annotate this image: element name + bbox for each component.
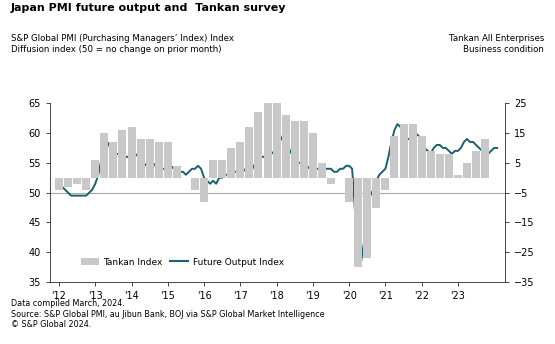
Bar	[445, 154, 453, 178]
Bar	[55, 178, 63, 190]
Bar	[236, 142, 244, 178]
Bar	[345, 178, 353, 202]
Bar	[463, 163, 471, 178]
Bar	[481, 139, 489, 178]
Legend: Tankan Index, Future Output Index: Tankan Index, Future Output Index	[77, 254, 287, 270]
Bar	[164, 142, 172, 178]
Bar	[391, 136, 398, 178]
Bar	[91, 160, 99, 178]
Bar	[218, 160, 226, 178]
Bar	[282, 115, 290, 178]
Bar	[472, 151, 480, 178]
Bar	[427, 151, 435, 178]
Text: Japan PMI future output and  Tankan survey: Japan PMI future output and Tankan surve…	[11, 3, 286, 13]
Bar	[264, 103, 271, 178]
Bar	[408, 124, 417, 178]
Bar	[82, 178, 90, 190]
Bar	[245, 127, 254, 178]
Bar	[128, 127, 135, 178]
Text: S&P Global PMI (Purchasing Managers’ Index) Index
Diffusion index (50 = no chang: S&P Global PMI (Purchasing Managers’ Ind…	[11, 34, 234, 54]
Text: Data compiled March, 2024.
Source: S&P Global PMI, au Jibun Bank, BOJ via S&P Gl: Data compiled March, 2024. Source: S&P G…	[11, 299, 325, 329]
Bar	[209, 160, 217, 178]
Bar	[381, 178, 390, 190]
Bar	[155, 142, 163, 178]
Bar	[64, 178, 72, 187]
Bar	[300, 121, 308, 178]
Bar	[100, 133, 108, 178]
Bar	[372, 178, 380, 207]
Text: Tankan All Enterprises
Business condition: Tankan All Enterprises Business conditio…	[448, 34, 544, 54]
Bar	[73, 178, 81, 184]
Bar	[327, 178, 335, 184]
Bar	[255, 112, 263, 178]
Bar	[354, 178, 362, 267]
Bar	[318, 163, 326, 178]
Bar	[400, 124, 407, 178]
Bar	[200, 178, 208, 202]
Bar	[291, 121, 299, 178]
Bar	[228, 148, 235, 178]
Bar	[309, 133, 317, 178]
Bar	[118, 130, 127, 178]
Bar	[191, 178, 199, 190]
Bar	[454, 175, 462, 178]
Bar	[173, 166, 181, 178]
Bar	[109, 142, 118, 178]
Bar	[418, 136, 426, 178]
Bar	[364, 178, 371, 258]
Bar	[436, 154, 444, 178]
Bar	[145, 139, 154, 178]
Bar	[137, 139, 145, 178]
Bar	[273, 100, 281, 178]
